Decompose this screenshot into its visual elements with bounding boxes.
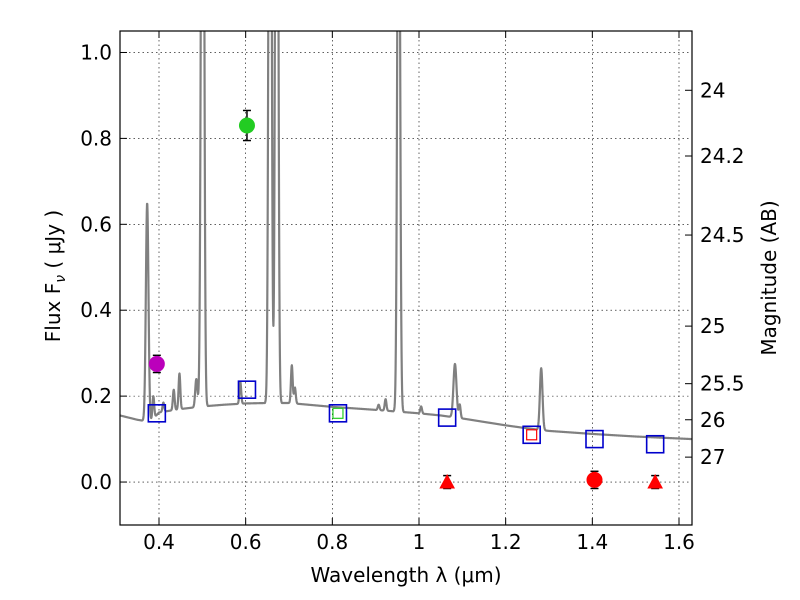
sed-line	[120, 31, 692, 441]
overlay-square	[526, 429, 538, 441]
plot-frame	[119, 30, 693, 526]
y-axis-label: Flux Fν ( μJy )	[41, 210, 69, 342]
x-tick-label: 0.6	[230, 530, 262, 554]
model-square	[328, 404, 348, 423]
y-tick-label: 0.4	[80, 298, 112, 322]
upper-limit-triangle	[439, 473, 456, 489]
x-tick-label: 1.4	[576, 530, 608, 554]
y-tick-label: 0.8	[80, 126, 112, 150]
axis-ticks: 0.4 0.6 0.8 1 1.2 1.4 1.6 0.0 0.2 0.4 0.6 0.8 1.0 24 2…	[80, 31, 745, 554]
model-square	[522, 425, 541, 445]
plot-area	[120, 31, 692, 490]
model-square	[437, 408, 457, 427]
model-square	[585, 429, 604, 449]
grid-lines	[120, 31, 692, 525]
mag-tick-label: 24.2	[700, 144, 745, 168]
upper-limit-triangle	[647, 473, 664, 489]
mag-tick-label: 25.5	[700, 372, 745, 396]
x-tick-label: 0.8	[316, 530, 348, 554]
observed-point	[238, 117, 255, 134]
y-tick-label: 1.0	[80, 40, 112, 64]
mag-tick-label: 26	[700, 408, 725, 432]
mag-tick-label: 24.5	[700, 223, 745, 247]
y-tick-label: 0.2	[80, 384, 112, 408]
model-square	[237, 380, 257, 399]
y-tick-label: 0.0	[80, 470, 112, 494]
x-tick-label: 1.6	[663, 530, 695, 554]
mag-tick-label: 24	[700, 78, 725, 102]
y2-axis-label: Magnitude (AB)	[757, 200, 781, 355]
mag-tick-label: 27	[700, 445, 725, 469]
x-axis-label: Wavelength λ (μm)	[310, 563, 501, 587]
overlay-square	[332, 407, 344, 419]
x-tick-label: 0.4	[143, 530, 175, 554]
observed-point	[586, 471, 603, 488]
model-square	[147, 404, 167, 423]
y-tick-label: 0.6	[80, 212, 112, 236]
observed-point	[148, 355, 165, 372]
mag-tick-label: 25	[700, 314, 725, 338]
x-tick-label: 1.2	[490, 530, 522, 554]
model-square	[645, 434, 665, 454]
x-tick-label: 1	[413, 530, 426, 554]
